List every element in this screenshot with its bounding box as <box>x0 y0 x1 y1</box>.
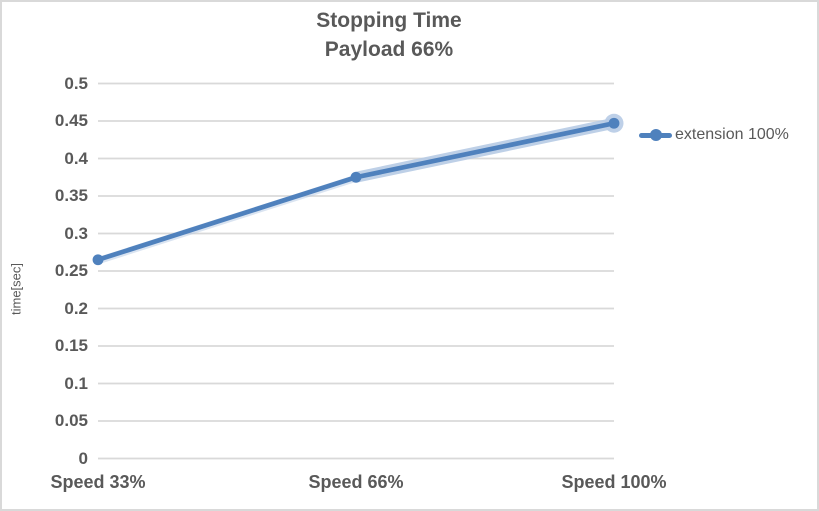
y-tick-label: 0.25 <box>54 261 88 280</box>
y-tick-label: 0.2 <box>64 298 88 318</box>
y-tick-label: 0 <box>78 448 88 468</box>
data-point-marker <box>350 171 362 183</box>
data-point-marker <box>92 254 104 266</box>
x-axis-label: Speed 100% <box>561 472 667 492</box>
y-tick-label: 0.3 <box>64 223 88 243</box>
x-axis-label: Speed 33% <box>50 472 146 492</box>
y-tick-label: 0.35 <box>54 186 88 205</box>
chart-title-line2: Payload 66% <box>324 38 454 61</box>
y-tick-label: 0.4 <box>64 148 88 168</box>
data-point-marker <box>608 117 620 129</box>
y-tick-label: 0.15 <box>54 336 88 355</box>
chart-title: Stopping Time Payload 66% <box>316 6 461 64</box>
legend-dot-icon <box>649 129 662 141</box>
y-tick-label: 0.1 <box>64 373 88 393</box>
legend-line-marker-icon <box>639 129 672 141</box>
y-tick-label: 0.45 <box>54 111 88 130</box>
x-axis-label: Speed 66% <box>308 472 404 492</box>
y-tick-label: 0.5 <box>64 73 88 93</box>
legend: extension 100% <box>639 126 789 144</box>
y-tick-label: 0.05 <box>54 411 88 430</box>
legend-series-label: extension 100% <box>675 126 789 143</box>
chart-title-line1: Stopping Time <box>316 9 462 32</box>
